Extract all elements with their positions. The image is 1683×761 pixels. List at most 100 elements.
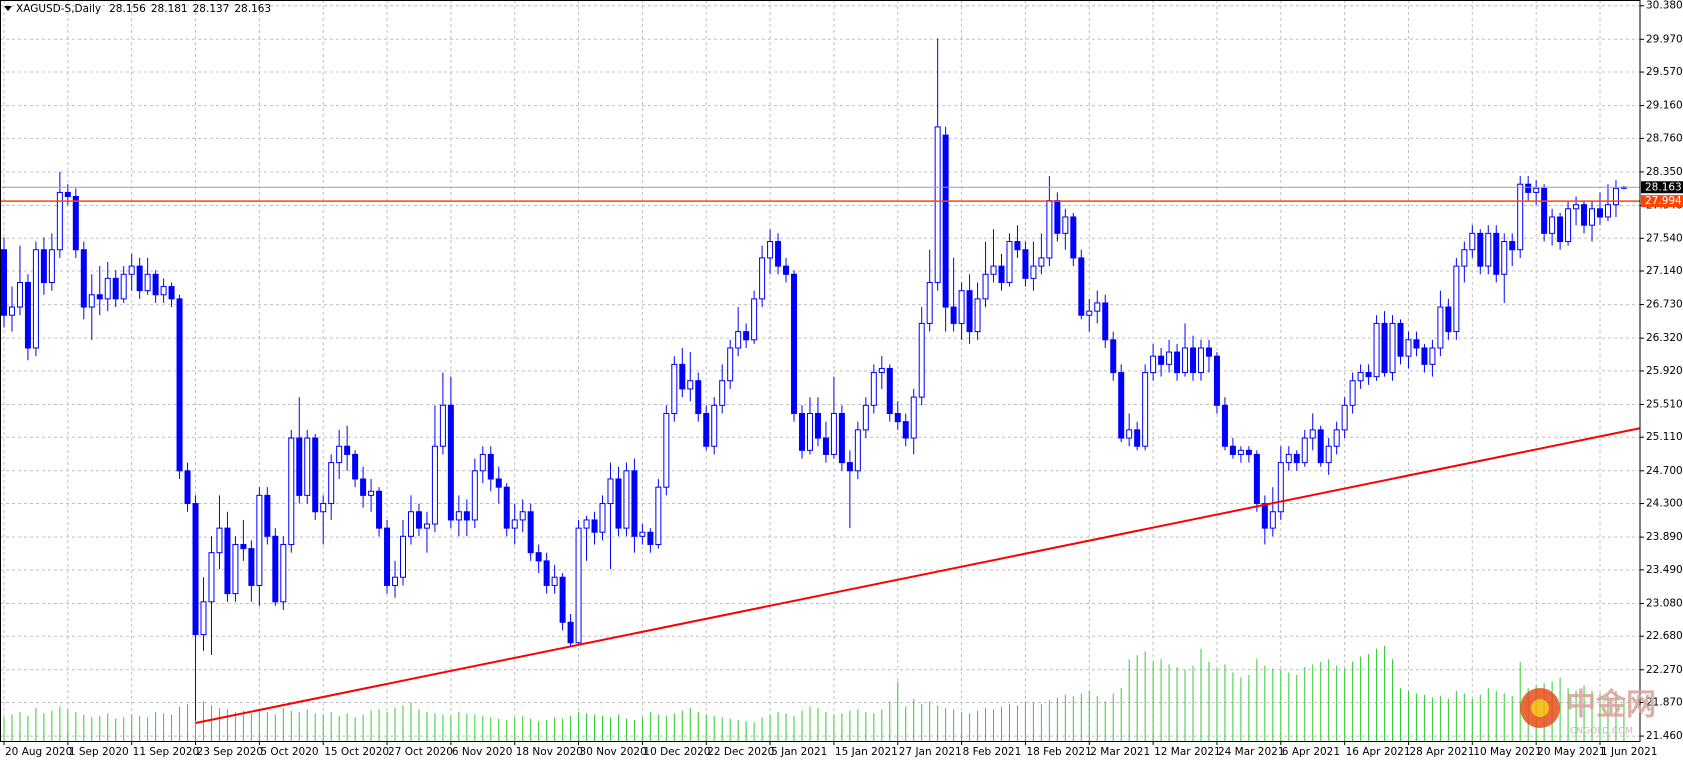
x-tick-label: 18 Nov 2020 bbox=[516, 746, 583, 758]
y-tick-label: 26.730 bbox=[1646, 299, 1683, 311]
x-tick-label: 2 Mar 2021 bbox=[1090, 746, 1150, 758]
y-tick-label: 23.490 bbox=[1646, 564, 1683, 576]
candle-body-up bbox=[1565, 208, 1572, 243]
candle-body-up bbox=[1612, 187, 1619, 206]
candle-body-up bbox=[8, 306, 15, 316]
y-tick-label: 23.890 bbox=[1646, 531, 1683, 543]
x-tick-label: 22 Dec 2020 bbox=[707, 746, 774, 758]
candle-body-down bbox=[567, 621, 574, 644]
candle-body-down bbox=[1078, 257, 1085, 316]
candle-body-up bbox=[455, 511, 462, 521]
candle-body-down bbox=[591, 519, 598, 533]
candle-body-up bbox=[759, 257, 766, 300]
candle-body-down bbox=[791, 273, 798, 414]
candle-body-down bbox=[679, 363, 686, 390]
candle-body-up bbox=[958, 290, 965, 324]
candle-body-up bbox=[1533, 187, 1540, 193]
candle-body-down bbox=[72, 196, 79, 251]
candle-body-down bbox=[1, 249, 7, 316]
candle-body-down bbox=[1213, 355, 1220, 406]
candle-body-down bbox=[535, 552, 542, 562]
candle-body-up bbox=[671, 363, 678, 414]
candle-body-up bbox=[751, 298, 758, 341]
candle-body-down bbox=[240, 543, 247, 550]
x-tick-label: 5 Jan 2021 bbox=[771, 746, 827, 758]
candle-body-down bbox=[822, 437, 829, 455]
candle-body-down bbox=[248, 548, 255, 586]
candle-body-up bbox=[1389, 322, 1396, 374]
candle-body-up bbox=[208, 552, 215, 603]
candle-body-down bbox=[615, 478, 622, 529]
candle-body-up bbox=[1126, 429, 1133, 439]
candle-body-up bbox=[216, 527, 223, 554]
candle-body-down bbox=[838, 412, 845, 464]
candle-body-down bbox=[1293, 453, 1300, 464]
open: 28.156 bbox=[109, 3, 146, 15]
candle-body-up bbox=[1309, 429, 1316, 439]
candle-body-up bbox=[32, 249, 39, 349]
candle-body-up bbox=[368, 490, 375, 496]
candle-body-up bbox=[48, 249, 55, 283]
candle-body-down bbox=[1397, 322, 1404, 357]
candle-body-up bbox=[1038, 257, 1045, 267]
candle-body-up bbox=[1062, 216, 1069, 234]
candle-body-up bbox=[1501, 241, 1508, 275]
candle-body-down bbox=[168, 286, 175, 300]
candle-body-up bbox=[910, 396, 917, 439]
trend-line bbox=[195, 427, 1641, 724]
candle-body-down bbox=[344, 445, 351, 455]
candle-body-down bbox=[312, 437, 319, 513]
candle-body-up bbox=[1046, 200, 1053, 259]
x-tick-label: 1 Sep 2020 bbox=[69, 746, 129, 758]
candle-body-up bbox=[1237, 449, 1244, 455]
candle-body-down bbox=[950, 306, 957, 324]
candle-body-up bbox=[862, 404, 869, 431]
candle-body-up bbox=[431, 445, 438, 525]
candle-body-up bbox=[1469, 232, 1476, 251]
y-tick-label: 22.680 bbox=[1646, 630, 1683, 642]
candle-body-down bbox=[1110, 339, 1117, 374]
x-tick-label: 28 Apr 2021 bbox=[1409, 746, 1474, 758]
candle-body-up bbox=[1429, 347, 1436, 365]
candle-body-down bbox=[1477, 232, 1484, 267]
logo-text: 中金网 bbox=[1566, 688, 1656, 723]
candle-body-up bbox=[1325, 445, 1332, 464]
candle-body-down bbox=[1221, 404, 1228, 447]
candle-body-up bbox=[1198, 347, 1204, 374]
x-tick-label: 8 Feb 2021 bbox=[963, 746, 1022, 758]
candle-body-up bbox=[1357, 372, 1364, 382]
candle-body-down bbox=[1597, 208, 1603, 218]
candle-body-up bbox=[990, 265, 997, 275]
candle-body-down bbox=[503, 486, 510, 529]
x-tick-label: 5 Oct 2020 bbox=[260, 746, 318, 758]
candle-body-down bbox=[894, 412, 901, 423]
candle-body-up bbox=[1349, 380, 1356, 406]
candle-body-up bbox=[1269, 511, 1276, 529]
candle-body-up bbox=[1549, 216, 1556, 234]
candle-body-down bbox=[1581, 204, 1588, 226]
candle-body-down bbox=[1261, 503, 1268, 529]
candle-body-up bbox=[1333, 429, 1340, 447]
candle-body-down bbox=[775, 241, 782, 267]
candle-body-up bbox=[160, 286, 167, 296]
candle-body-up bbox=[336, 445, 343, 464]
candle-body-up bbox=[1573, 204, 1580, 210]
candle-body-down bbox=[1525, 183, 1532, 193]
y-tick-label: 26.320 bbox=[1646, 332, 1683, 344]
candle-body-down bbox=[1365, 372, 1372, 378]
high: 28.181 bbox=[151, 3, 188, 15]
x-tick-label: 27 Jan 2021 bbox=[899, 746, 962, 758]
y-tick-label: 23.080 bbox=[1646, 597, 1683, 609]
candle-body-up bbox=[918, 322, 925, 398]
candle-body-down bbox=[1413, 339, 1420, 349]
candle-body-down bbox=[272, 535, 279, 603]
x-tick-label: 20 May 2021 bbox=[1537, 746, 1605, 758]
candle-body-down bbox=[1190, 347, 1197, 374]
x-tick-label: 10 Dec 2020 bbox=[643, 746, 710, 758]
x-tick-label: 12 Mar 2021 bbox=[1154, 746, 1221, 758]
candle-body-down bbox=[1509, 241, 1516, 251]
candle-body-up bbox=[1182, 347, 1189, 374]
y-tick-label: 27.540 bbox=[1646, 232, 1683, 244]
candle-body-down bbox=[814, 412, 821, 439]
